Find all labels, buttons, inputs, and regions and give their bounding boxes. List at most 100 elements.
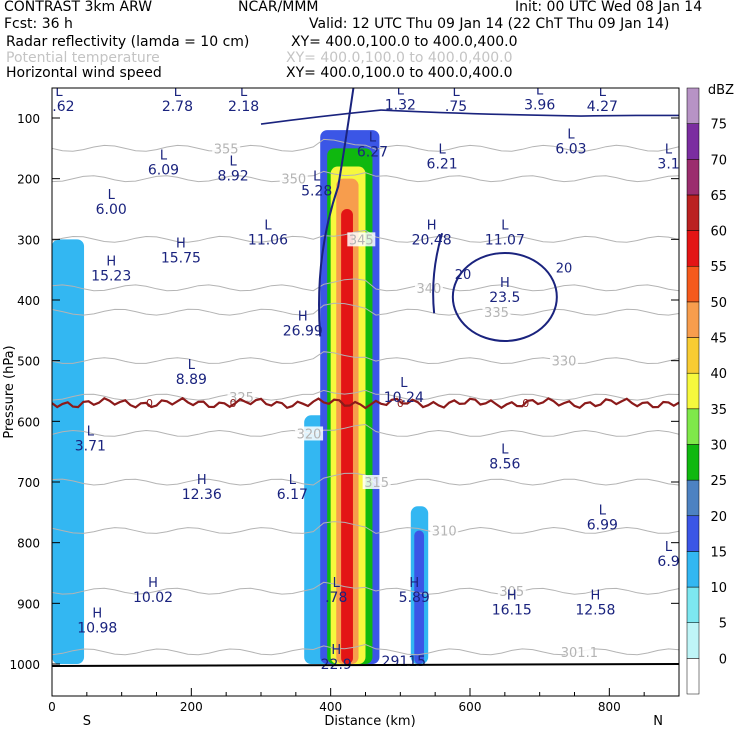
wind-extremum-value: 4.27 (587, 99, 618, 115)
theta-contour (52, 581, 679, 595)
header: CONTRAST 3km ARW NCAR/MMM Init: 00 UTC W… (0, 0, 740, 86)
wind-extremum-value: 3.96 (524, 98, 555, 114)
y-tick-label: 300 (17, 233, 40, 247)
wind-contour-label: 20 (556, 262, 573, 277)
x-axis-label: Distance (km) (324, 714, 415, 729)
y-tick-label: 1000 (9, 658, 40, 672)
theta-label: 310 (432, 525, 457, 540)
wind-extremum-kind: L (369, 130, 377, 145)
wind-extremum-value: 12.58 (575, 602, 615, 618)
wind-extremum-kind: H (106, 255, 116, 270)
theta-contour (52, 229, 679, 243)
theta-label-bg (295, 426, 324, 441)
wind-extremum-value: 8.56 (489, 457, 520, 473)
colorbar-swatch (686, 444, 700, 481)
colorbar-level-label: 25 (710, 474, 727, 489)
wind-extremum-kind: L (264, 218, 272, 233)
init-label: Init: 00 UTC Wed 08 Jan 14 (515, 0, 703, 15)
y-axis-label: Pressure (hPa) (2, 345, 17, 438)
wind-extremum-kind: L (665, 142, 673, 157)
wind-extremum-kind: L (400, 376, 408, 391)
colorbar-swatch (686, 372, 700, 410)
theta-label-bg (497, 584, 526, 599)
colorbar-swatch (686, 658, 700, 695)
wind-extremum-kind: L (160, 149, 168, 164)
x-tick-label: 200 (180, 700, 203, 714)
wind-extremum-value: 26.99 (283, 323, 323, 339)
wind-extremum-value: 6.99 (587, 517, 618, 533)
theta-label: 315 (364, 476, 389, 491)
theta-label-bg (414, 280, 443, 295)
wind-extremum-kind: L (55, 85, 63, 100)
wind-extremum-value: 2.78 (162, 99, 193, 115)
wind-extremum-kind: H (500, 276, 510, 291)
wind-extremum-value: 6.17 (277, 487, 308, 503)
wind-extremum-kind: L (397, 84, 405, 99)
colorbar-swatch (686, 265, 700, 303)
x-end-label-left: S (83, 714, 91, 729)
colorbar-swatch (686, 408, 700, 445)
wind-extremum-value: 2.18 (228, 99, 259, 115)
colorbar-level-label: 10 (710, 581, 727, 596)
theta-label: 350 (281, 173, 306, 188)
wind-upper-contour (260, 109, 679, 125)
theta-label: 305 (499, 585, 524, 600)
colorbar-swatch (686, 159, 700, 196)
wind-extremum-kind: L (289, 473, 297, 488)
field-xy-theta: XY= 400.0,100.0 to 400.0,400.0 (286, 50, 513, 66)
wind-extremum-kind: L (230, 155, 238, 170)
theta-label-bg (212, 141, 241, 156)
wind-contour-20 (432, 232, 444, 314)
zero-isotherm-line (52, 396, 679, 410)
wind-extremum-kind: L (501, 443, 509, 458)
wind-extremum-value: 10.24 (384, 390, 424, 406)
colorbar-swatch (686, 87, 700, 124)
zero-isotherm-label: 0 (522, 397, 529, 410)
colorbar-swatch (686, 551, 700, 588)
wind-extremum-value: .75 (445, 99, 467, 115)
reflectivity-cell (341, 209, 353, 664)
colorbar-swatch (686, 622, 700, 659)
x-tick-label: 0 (48, 700, 56, 714)
model-label: CONTRAST 3km ARW (4, 0, 153, 15)
wind-extremum-kind: H (92, 607, 102, 622)
wind-speed-layer: 20 20L1.62L2.78L2.18L1.32L.75L3.96L4.27L6… (52, 84, 679, 673)
y-tick-label: 100 (17, 112, 40, 126)
colorbar-swatch (686, 515, 700, 552)
theta-label-bg (362, 475, 391, 489)
theta-label-bg (550, 353, 579, 368)
theta-contour (52, 389, 679, 401)
reflectivity-cell (52, 239, 85, 665)
theta-label: 320 (297, 427, 322, 442)
wind-extremum-kind: L (599, 85, 607, 100)
theta-label-bg (347, 232, 376, 247)
wind-extremum-kind: L (567, 127, 575, 142)
wind-extremum-value: 6.27 (357, 144, 388, 160)
wind-extremum-value: 6.21 (427, 156, 458, 172)
wind-extremum-kind: L (536, 84, 544, 99)
theta-label: 330 (552, 355, 577, 370)
wind-extremum-kind: L (87, 425, 95, 440)
wind-extremum-value: 3.1 (657, 156, 679, 172)
colorbar-swatch (686, 479, 700, 517)
wind-extremum-value: 1.32 (385, 98, 416, 114)
reflectivity-cell (414, 530, 425, 664)
colorbar-swatch (686, 230, 700, 267)
y-tick-label: 200 (17, 173, 40, 187)
wind-extremum-kind: H (427, 218, 437, 233)
theta-label-bg (565, 644, 594, 659)
y-tick-label: 700 (17, 476, 40, 490)
ground-line (51, 663, 680, 667)
wind-extremum-kind: H (176, 236, 186, 251)
field-xy-wind: XY= 400.0,100.0 to 400.0,400.0 (286, 65, 513, 81)
colorbar-swatch (686, 586, 700, 623)
wind-extremum-kind: L (665, 540, 673, 555)
wind-extremum-kind: L (452, 85, 460, 100)
theta-label-bg (430, 523, 459, 538)
colorbar-level-label: 70 (710, 153, 727, 168)
center-label: NCAR/MMM (238, 0, 319, 15)
theta-label: 345 (349, 233, 374, 248)
x-end-label-right: N (653, 714, 663, 729)
